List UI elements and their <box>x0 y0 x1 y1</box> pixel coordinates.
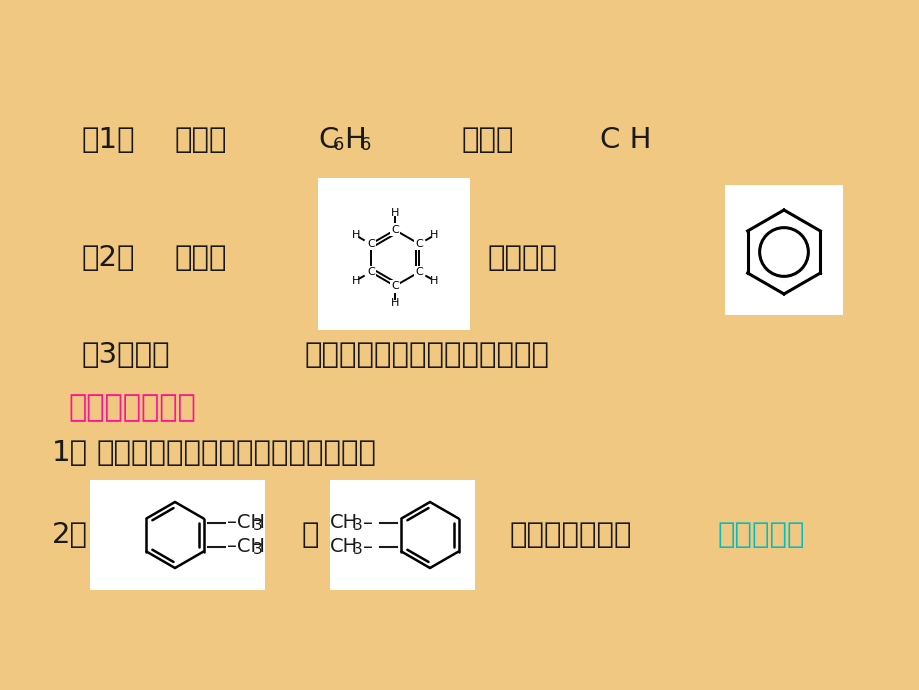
Text: 结构式: 结构式 <box>175 244 227 272</box>
Text: –CH: –CH <box>227 513 265 533</box>
Text: 苯分子具有平面正六边形结构。: 苯分子具有平面正六边形结构。 <box>305 341 550 369</box>
FancyBboxPatch shape <box>330 480 474 590</box>
FancyBboxPatch shape <box>318 178 470 330</box>
Text: C: C <box>367 239 374 249</box>
Text: 结构简式: 结构简式 <box>487 244 558 272</box>
Text: 分子式: 分子式 <box>175 126 227 154</box>
Text: –CH: –CH <box>227 538 265 557</box>
Text: H: H <box>391 208 399 218</box>
Text: 与: 与 <box>301 521 319 549</box>
Text: 2：: 2： <box>52 521 88 549</box>
Text: 不能解释苯为何不起类似烯烃的反应: 不能解释苯为何不起类似烯烃的反应 <box>96 439 377 467</box>
Text: 1：: 1： <box>52 439 88 467</box>
Text: CH: CH <box>330 538 357 557</box>
Text: C: C <box>391 225 399 235</box>
FancyBboxPatch shape <box>90 480 265 590</box>
Text: 凯库勒式的缺陷: 凯库勒式的缺陷 <box>68 393 196 422</box>
Text: （1）: （1） <box>82 126 135 154</box>
Text: H: H <box>429 275 437 286</box>
FancyBboxPatch shape <box>724 185 842 315</box>
Text: 3: 3 <box>253 542 263 558</box>
Text: H: H <box>391 298 399 308</box>
Text: H: H <box>429 230 437 241</box>
Text: 3: 3 <box>353 542 362 558</box>
Text: 性质完全相同，: 性质完全相同， <box>509 521 632 549</box>
Text: C H: C H <box>599 126 651 154</box>
Text: H: H <box>351 275 360 286</box>
Text: C: C <box>318 126 338 154</box>
Text: 6: 6 <box>333 136 344 154</box>
Text: 3: 3 <box>353 518 362 533</box>
Text: C: C <box>414 267 423 277</box>
Text: –: – <box>363 513 372 533</box>
Text: C: C <box>367 267 374 277</box>
Text: H: H <box>344 126 366 154</box>
Text: H: H <box>351 230 360 241</box>
Text: C: C <box>391 281 399 291</box>
Text: （2）: （2） <box>82 244 135 272</box>
Text: 最简式: 最简式 <box>461 126 514 154</box>
Text: 6: 6 <box>359 136 371 154</box>
Text: CH: CH <box>330 513 357 533</box>
Text: –: – <box>363 538 372 557</box>
Text: 3: 3 <box>253 518 263 533</box>
Text: 是同种物质: 是同种物质 <box>717 521 805 549</box>
Text: （3）特点: （3）特点 <box>82 341 170 369</box>
Text: C: C <box>414 239 423 249</box>
